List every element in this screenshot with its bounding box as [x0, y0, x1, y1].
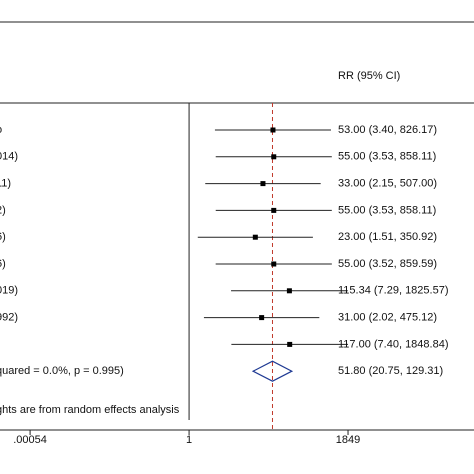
study-label: 2)	[0, 204, 6, 216]
value-label: 33.00 (2.15, 507.00)	[338, 178, 437, 190]
x-tick-label: .00054	[13, 434, 47, 446]
value-label: 31.00 (2.02, 475.12)	[338, 312, 437, 324]
point-estimate	[286, 288, 292, 294]
value-label: 117.00 (7.40, 1848.84)	[338, 338, 449, 350]
value-label: 55.00 (3.53, 858.11)	[338, 204, 436, 216]
x-tick-label: 1849	[336, 434, 360, 446]
study-label: 6)	[0, 258, 6, 270]
point-estimate	[271, 154, 277, 160]
value-label: 55.00 (3.52, 859.59)	[338, 258, 437, 270]
point-estimate	[252, 234, 258, 240]
study-label: 11)	[0, 178, 11, 190]
overall-value-label: 51.80 (20.75, 129.31)	[338, 365, 443, 377]
overall-label: quared = 0.0%, p = 0.995)	[0, 365, 124, 377]
point-estimate	[270, 127, 276, 133]
study-label: 014)	[0, 151, 18, 163]
point-estimate	[271, 261, 277, 267]
point-estimate	[287, 341, 293, 347]
point-estimate	[259, 315, 265, 321]
note: ghts are from random effects analysis	[0, 404, 180, 416]
value-label: 53.00 (3.40, 826.17)	[338, 124, 437, 136]
point-estimate	[260, 181, 266, 187]
study-label: o	[0, 124, 2, 136]
study-label: 992)	[0, 312, 18, 324]
overall-diamond	[251, 360, 294, 382]
column-header: RR (95% CI)	[338, 70, 400, 82]
study-label: 6)	[0, 231, 6, 243]
value-label: 55.00 (3.53, 858.11)	[338, 151, 436, 163]
value-label: 23.00 (1.51, 350.92)	[338, 231, 437, 243]
point-estimate	[271, 207, 277, 213]
value-label: 115.34 (7.29, 1825.57)	[338, 285, 449, 297]
study-label: 019)	[0, 285, 18, 297]
x-tick-label: 1	[186, 434, 192, 446]
